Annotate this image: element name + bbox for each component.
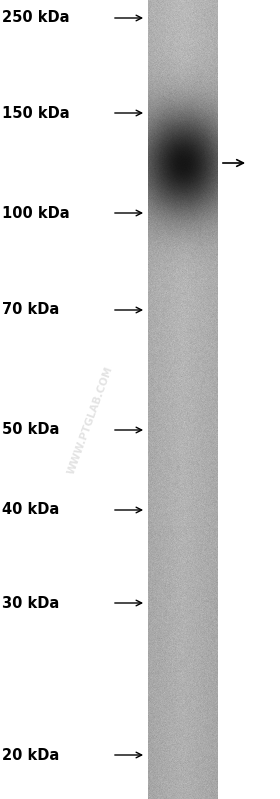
Text: 100 kDa: 100 kDa — [2, 205, 70, 221]
Text: 250 kDa: 250 kDa — [2, 10, 69, 26]
Text: 70 kDa: 70 kDa — [2, 303, 59, 317]
Text: 20 kDa: 20 kDa — [2, 748, 59, 762]
Text: 40 kDa: 40 kDa — [2, 503, 59, 518]
Text: 150 kDa: 150 kDa — [2, 105, 70, 121]
Text: 50 kDa: 50 kDa — [2, 423, 59, 438]
Text: 30 kDa: 30 kDa — [2, 595, 59, 610]
Text: WWW.PTGLAB.COM: WWW.PTGLAB.COM — [66, 364, 114, 475]
